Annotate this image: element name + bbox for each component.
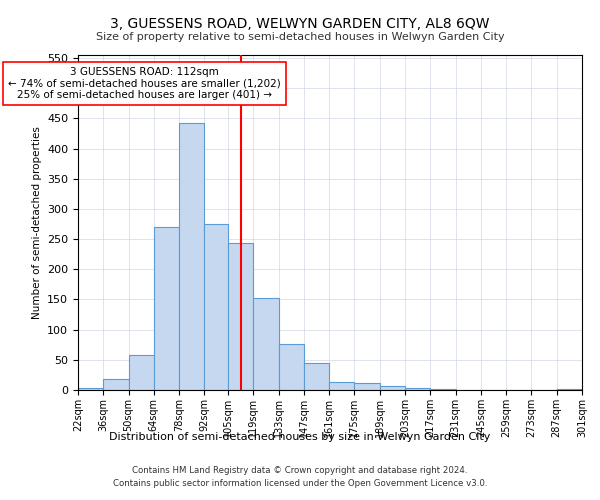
Bar (78, 388, 103, 390)
Bar (278, 344, 304, 390)
Y-axis label: Number of semi-detached properties: Number of semi-detached properties (32, 126, 41, 319)
Text: 3 GUESSENS ROAD: 112sqm
← 74% of semi-detached houses are smaller (1,202)
25% of: 3 GUESSENS ROAD: 112sqm ← 74% of semi-de… (8, 67, 281, 100)
Bar (405, 388, 430, 390)
Bar (205, 224, 228, 390)
Bar (557, 389, 582, 390)
Bar (103, 379, 128, 390)
Text: Size of property relative to semi-detached houses in Welwyn Garden City: Size of property relative to semi-detach… (95, 32, 505, 42)
Bar (380, 386, 405, 390)
Text: Contains HM Land Registry data © Crown copyright and database right 2024.
Contai: Contains HM Land Registry data © Crown c… (113, 466, 487, 487)
Bar (154, 227, 179, 390)
Text: Distribution of semi-detached houses by size in Welwyn Garden City: Distribution of semi-detached houses by … (109, 432, 491, 442)
Text: 3, GUESSENS ROAD, WELWYN GARDEN CITY, AL8 6QW: 3, GUESSENS ROAD, WELWYN GARDEN CITY, AL… (110, 18, 490, 32)
Bar (304, 363, 329, 390)
Bar (253, 298, 278, 390)
Bar (128, 355, 154, 390)
Bar (228, 242, 253, 390)
Bar (179, 122, 205, 390)
Bar (355, 384, 380, 390)
Bar (329, 382, 355, 390)
